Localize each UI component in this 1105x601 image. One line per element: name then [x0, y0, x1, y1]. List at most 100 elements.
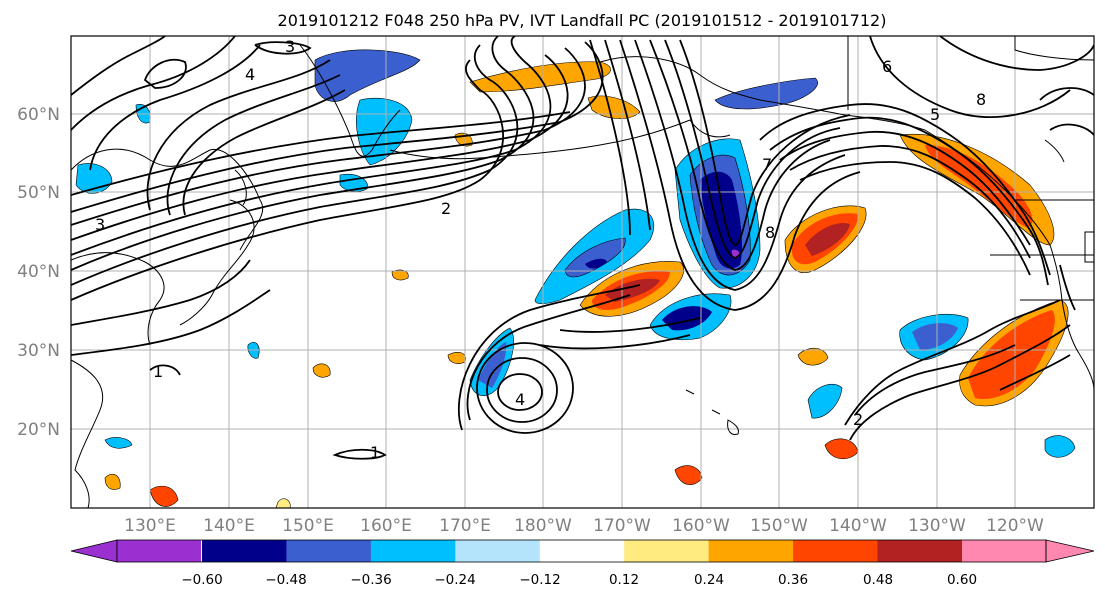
negative-anomaly-region — [104, 437, 133, 449]
pv-contour — [89, 44, 261, 171]
colorbar-bins — [202, 540, 963, 562]
contour-label: 1 — [153, 362, 163, 381]
pv-contour — [619, 39, 861, 311]
shaded-anomalies — [75, 49, 1076, 508]
pv-contour — [182, 89, 346, 216]
negative-anomaly-region — [585, 258, 607, 269]
contour-label: 7 — [762, 155, 772, 174]
contour-label: 4 — [245, 65, 255, 84]
colorbar-bin — [370, 540, 456, 562]
negative-anomaly-region — [314, 49, 421, 102]
lat-tick-label: 50°N — [17, 183, 60, 203]
latitude-ticks: 60°N 50°N 40°N 30°N 20°N — [17, 105, 60, 440]
colorbar-frame — [116, 539, 1047, 563]
pv-contour — [604, 39, 651, 231]
pv-contour — [649, 39, 831, 271]
pv-contour — [1039, 87, 1094, 101]
lon-tick-label: 160°E — [360, 516, 412, 536]
contour-label: 3 — [95, 215, 105, 234]
pv-contour — [679, 39, 851, 246]
longitude-ticks: 130°E 140°E 150°E 160°E 170°E 180°W 170°… — [124, 516, 1044, 536]
colorbar-tick-label: −0.36 — [350, 572, 391, 588]
colorbar-tick-label: 0.12 — [609, 572, 639, 588]
pv-contour — [854, 344, 1016, 416]
pv-contour — [1049, 123, 1094, 136]
colorbar-bin — [286, 540, 372, 562]
positive-anomaly-region — [312, 363, 331, 378]
colorbar-under-block — [117, 540, 201, 562]
pv-contour — [789, 145, 1031, 259]
lat-tick-label: 40°N — [17, 262, 60, 282]
pv-contour — [559, 317, 701, 333]
pv-contour — [71, 36, 535, 271]
pv-contour — [71, 59, 504, 301]
lat-tick-label: 20°N — [17, 420, 60, 440]
positive-anomaly-region — [391, 269, 409, 281]
pv-contour — [254, 41, 312, 55]
colorbar-bin — [455, 540, 541, 562]
colorbar-over-triangle — [1045, 539, 1095, 563]
colorbar-tick-label: 0.24 — [694, 572, 724, 588]
map-frame — [70, 35, 1095, 509]
colorbar-ticks: −0.60 −0.48 −0.36 −0.24 −0.12 0.12 0.24 … — [181, 572, 977, 588]
pv-contour — [664, 39, 841, 259]
pv-contour — [634, 39, 846, 291]
positive-anomaly-region — [605, 278, 660, 302]
pv-contour — [71, 44, 519, 286]
colorbar-tick-label: 0.36 — [778, 572, 808, 588]
pv-contour — [589, 39, 631, 236]
negative-anomaly-region — [478, 342, 507, 388]
colorbar-bin — [708, 540, 794, 562]
colorbar-bin — [539, 540, 625, 562]
pv-contour — [71, 36, 552, 256]
negative-anomaly-region — [714, 77, 818, 110]
pv-contour — [71, 36, 166, 96]
lon-tick-label: 170°W — [593, 516, 651, 536]
colorbar-bin — [202, 540, 287, 562]
contour-label: 4 — [515, 390, 525, 409]
map-panel: 2 3 4 5 6 7 8 2 1 1 4 8 3 — [70, 35, 1095, 509]
figure-title: 2019101212 F048 250 hPa PV, IVT Landfall… — [278, 11, 887, 30]
pv-contour — [769, 116, 1049, 286]
pv-contour — [539, 334, 691, 350]
positive-anomaly-region — [805, 222, 850, 256]
lon-tick-label: 170°E — [439, 516, 491, 536]
lat-tick-label: 30°N — [17, 341, 60, 361]
positive-anomaly-region — [968, 310, 1055, 400]
pv-contour — [999, 354, 1071, 391]
lon-tick-label: 180°W — [514, 516, 572, 536]
pv-contour — [869, 36, 1071, 118]
positive-anomaly-region — [275, 498, 291, 508]
pv-contour — [939, 36, 1094, 71]
colorbar-bin — [793, 540, 878, 562]
contour-label: 6 — [882, 57, 892, 76]
positive-anomaly-region — [149, 485, 179, 507]
pv-contour — [146, 59, 331, 211]
lon-tick-label: 150°W — [750, 516, 808, 536]
pv-contour — [71, 41, 604, 213]
pv-contour — [166, 74, 341, 216]
colorbar-tick-label: 0.48 — [863, 572, 893, 588]
positive-anomaly-region — [797, 347, 829, 366]
pv-contour — [149, 364, 181, 376]
pv-contour — [143, 58, 187, 89]
pv-contour — [476, 342, 574, 434]
pv-contour — [497, 373, 543, 411]
pv-contour — [466, 294, 631, 421]
colorbar-bin — [624, 540, 710, 562]
contour-label: 5 — [930, 105, 940, 124]
pv-contour — [457, 284, 641, 431]
lon-tick-label: 120°W — [986, 516, 1044, 536]
lon-tick-label: 140°E — [203, 516, 255, 536]
colorbar: −0.60 −0.48 −0.36 −0.24 −0.12 0.12 0.24 … — [70, 539, 1095, 588]
positive-anomaly-region — [925, 145, 1033, 228]
pv-contour — [1059, 264, 1076, 311]
pv-contour — [71, 47, 586, 226]
colorbar-tick-label: −0.60 — [181, 572, 222, 588]
negative-anomaly-region — [807, 384, 843, 419]
pv-contour — [849, 324, 1071, 441]
positive-anomaly-region — [104, 473, 121, 490]
pv-contours — [71, 36, 1094, 460]
colorbar-bin — [877, 540, 963, 562]
